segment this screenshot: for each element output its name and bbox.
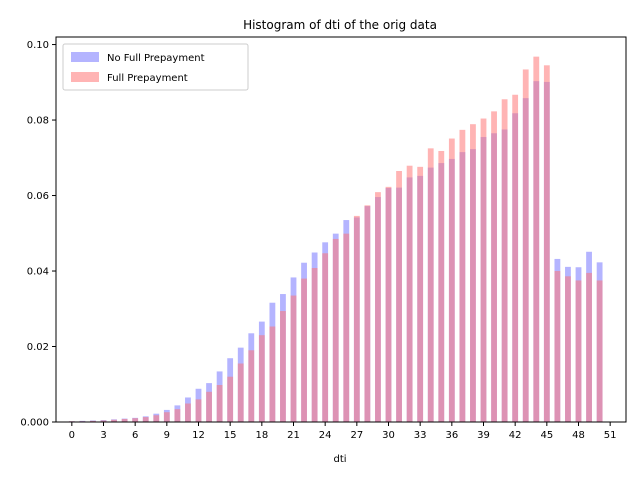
bar [100,420,107,422]
x-tick-label: 36 [445,430,458,441]
x-tick-label: 27 [350,430,363,441]
bar [185,403,191,422]
bar [311,268,318,422]
bar [565,276,571,422]
legend-label: No Full Prepayment [107,53,205,64]
bar [491,111,497,423]
bar [343,233,350,422]
y-tick-label: 0.08 [27,116,49,127]
bar [332,238,339,422]
legend-swatch [71,72,99,82]
bar [301,278,307,422]
x-tick-label: 48 [572,430,585,441]
plot-frame [55,36,627,423]
y-tick-label: 0.10 [27,40,49,51]
legend-box [62,43,249,91]
bar [290,295,297,422]
y-tick-label: 0.06 [27,191,49,202]
bar [406,165,413,422]
bar [353,215,360,422]
bar [206,391,212,422]
x-tick-label: 18 [255,430,268,441]
bar [575,280,582,422]
x-tick-label: 0 [69,430,75,441]
bar [438,150,445,423]
legend-label: Full Prepayment [107,73,188,84]
bar [216,385,223,422]
x-tick-label: 42 [509,430,522,441]
x-tick-label: 24 [319,430,332,441]
bar [470,124,476,422]
chart-title: Histogram of dti of the orig data [243,18,437,32]
bar [132,418,139,422]
y-tick-label: 0.04 [27,267,49,278]
bar [195,399,202,422]
bar [586,272,592,422]
series-2-bars [68,56,603,423]
x-tick-label: 51 [604,430,617,441]
bar [533,56,540,422]
y-tick-label: 0.02 [27,342,49,353]
bar [554,271,561,422]
legend-swatch [71,52,99,62]
bar [142,417,149,422]
legend: No Full Prepayment Full Prepayment [62,43,249,91]
x-tick-label: 39 [477,430,490,441]
x-tick-label: 9 [164,430,170,441]
bar [459,129,466,422]
bar [375,192,381,422]
bar [153,415,160,422]
bar [364,205,371,422]
bar [596,280,603,422]
bar [121,418,128,422]
bar [322,253,329,422]
bar [258,335,265,422]
bars-layer [68,56,603,423]
x-axis-label: dti [333,454,346,465]
x-tick-label: 3 [100,430,106,441]
x-tick-label: 33 [414,430,427,441]
bar [501,99,508,422]
bar [227,376,234,422]
bar [248,350,255,422]
bar [396,171,402,422]
x-tick-label: 12 [192,430,205,441]
bar [512,94,519,422]
bar [543,65,550,422]
bar [174,409,181,422]
bar [90,420,96,422]
bar [269,326,276,422]
x-tick-label: 21 [287,430,300,441]
bar [111,419,117,422]
x-axis: 0 3 6 9 12 15 18 21 24 27 30 33 36 39 42 45 48 51 [69,422,617,441]
x-tick-label: 45 [540,430,553,441]
bar [448,138,455,422]
x-tick-label: 30 [382,430,395,441]
bar [237,363,244,422]
y-axis: 0.000 0.02 0.04 0.06 0.08 0.10 [20,40,56,429]
bar [385,186,392,422]
bar [522,69,529,423]
x-tick-label: 15 [224,430,237,441]
bar [280,311,286,422]
bar [427,148,434,422]
y-tick-label: 0.000 [20,418,49,429]
x-tick-label: 6 [132,430,138,441]
bar [480,118,487,422]
bar [417,166,424,422]
bar [163,412,170,422]
